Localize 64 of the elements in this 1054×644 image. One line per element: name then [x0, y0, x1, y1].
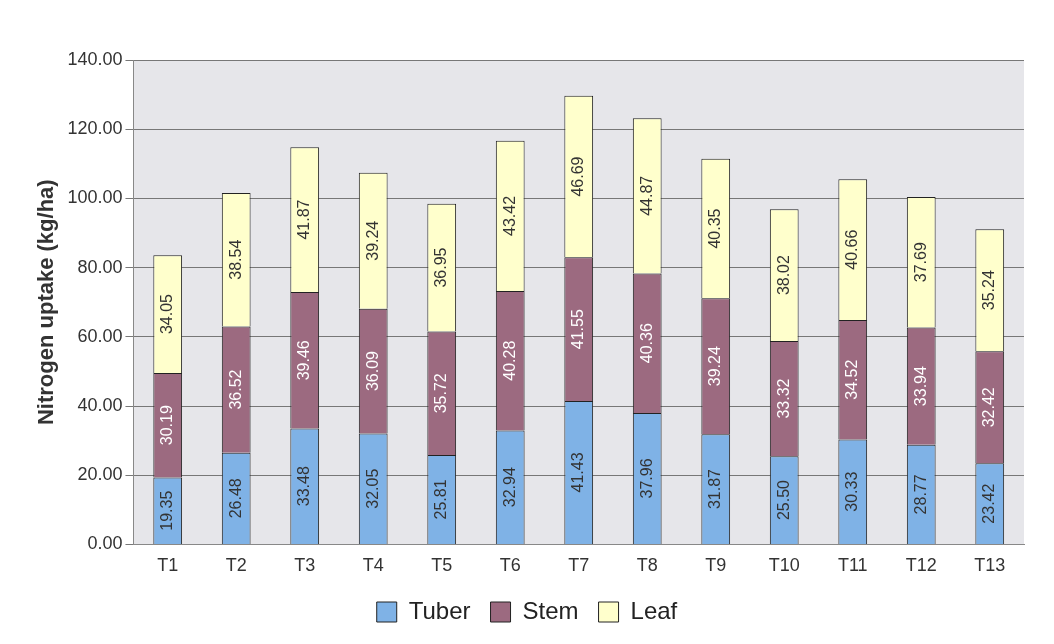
- data-label: 19.35: [158, 490, 176, 531]
- x-tick-label: T13: [974, 555, 1006, 576]
- data-label: 40.28: [500, 340, 518, 381]
- data-label: 46.69: [569, 156, 587, 197]
- data-label: 32.94: [500, 467, 518, 508]
- data-label: 25.81: [432, 479, 450, 520]
- data-label: 31.87: [706, 468, 724, 510]
- data-label: 33.32: [774, 378, 792, 419]
- data-label: 34.52: [843, 359, 861, 400]
- x-tick-label: T11: [837, 555, 868, 576]
- data-label: 37.96: [637, 458, 655, 499]
- x-tick-label: T1: [157, 555, 179, 576]
- data-label: 23.42: [980, 483, 998, 524]
- data-label: 25.50: [774, 479, 792, 521]
- data-label: 44.87: [637, 175, 655, 216]
- x-tick-label: T2: [225, 555, 247, 576]
- data-label: 30.33: [843, 471, 861, 512]
- y-tick-label: 40.00: [77, 394, 123, 415]
- data-label: 40.66: [843, 229, 861, 270]
- y-tick-label: 80.00: [77, 256, 123, 277]
- data-label: 38.02: [774, 254, 792, 296]
- x-tick-label: T3: [294, 555, 316, 576]
- data-label: 41.87: [295, 199, 313, 240]
- data-label: 39.46: [295, 340, 313, 381]
- data-label: 39.24: [706, 346, 724, 387]
- data-label: 32.05: [363, 468, 381, 509]
- data-label: 36.09: [363, 350, 381, 392]
- data-label: 28.77: [911, 474, 929, 515]
- x-tick-label: T4: [362, 555, 384, 576]
- data-label: 37.69: [911, 242, 929, 283]
- data-label: 33.48: [295, 466, 313, 507]
- x-tick-label: T6: [499, 555, 521, 576]
- data-label: 32.42: [980, 387, 998, 428]
- data-label: 41.55: [569, 309, 587, 350]
- x-tick-label: T8: [636, 555, 658, 576]
- legend-label: Stem: [522, 596, 579, 624]
- legend-label: Tuber: [408, 596, 471, 624]
- y-tick-label: 120.00: [67, 118, 123, 139]
- y-tick-label: 100.00: [67, 187, 123, 208]
- legend-label: Leaf: [630, 596, 678, 624]
- data-label: 34.05: [158, 293, 176, 335]
- data-label: 38.54: [226, 239, 244, 280]
- x-tick-label: T7: [568, 555, 590, 576]
- data-label: 40.36: [637, 323, 655, 364]
- data-label: 36.95: [432, 247, 450, 288]
- data-label: 30.19: [158, 405, 176, 446]
- y-tick-label: 140.00: [67, 48, 123, 69]
- y-axis-title: Nitrogen uptake (kg/ha): [33, 179, 59, 426]
- data-label: 36.52: [226, 369, 244, 410]
- data-label: 26.48: [226, 478, 244, 519]
- data-label: 39.24: [363, 220, 381, 261]
- x-tick-label: T5: [431, 555, 453, 576]
- y-tick-label: 20.00: [77, 464, 123, 485]
- x-tick-label: T9: [705, 555, 727, 576]
- data-label: 35.24: [980, 270, 998, 311]
- y-tick-label: 60.00: [77, 325, 123, 346]
- x-tick-label: T10: [768, 555, 800, 576]
- data-label: 35.72: [432, 373, 450, 414]
- x-tick-label: T12: [905, 555, 937, 576]
- data-label: 41.43: [569, 452, 587, 493]
- data-label: 43.42: [500, 195, 518, 236]
- data-label: 33.94: [911, 366, 929, 407]
- y-tick-label: 0.00: [87, 533, 123, 554]
- data-label: 40.35: [706, 208, 724, 249]
